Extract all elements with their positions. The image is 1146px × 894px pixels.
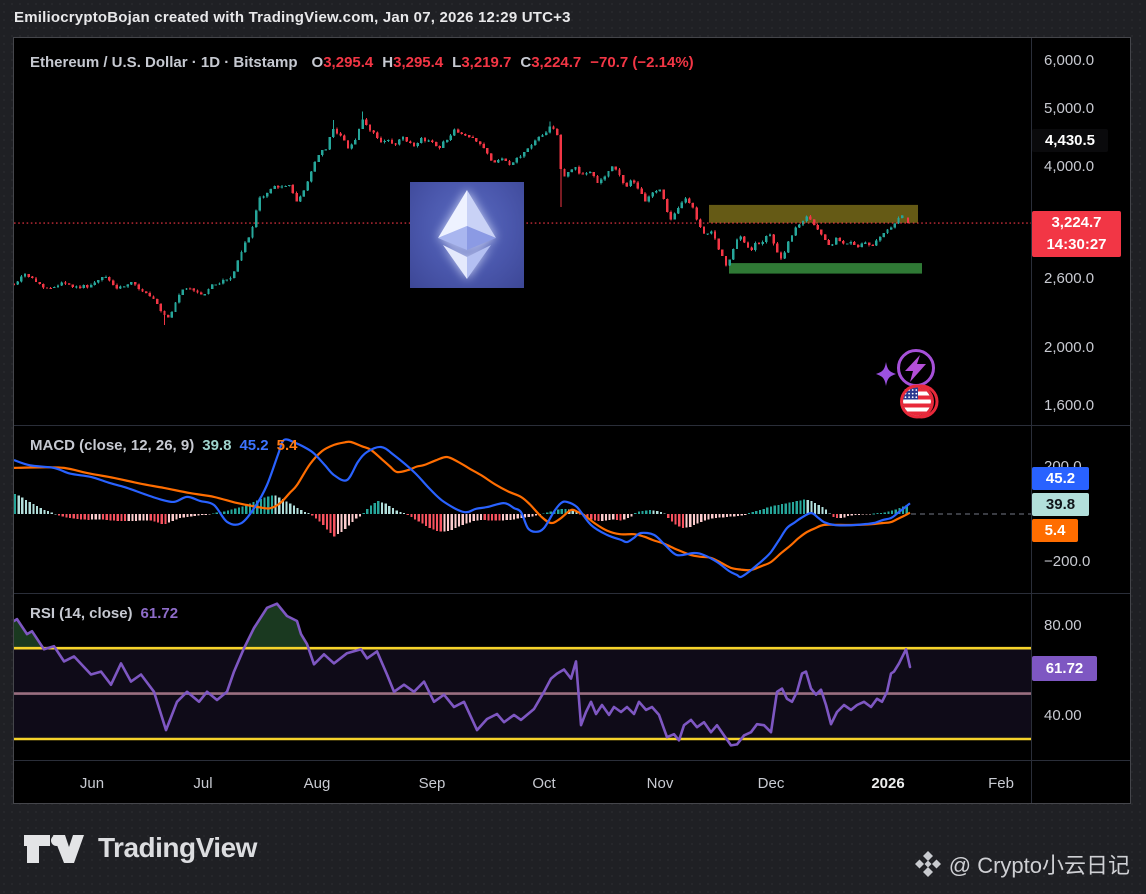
tradingview-logo[interactable]: TradingView xyxy=(24,832,257,864)
binance-diamond-icon xyxy=(914,851,941,877)
time-tick-label: Jul xyxy=(193,775,213,792)
attribution-bar: EmiliocryptoBojan created with TradingVi… xyxy=(0,0,1146,38)
ethereum-diamond-icon xyxy=(438,190,496,279)
attribution-text: EmiliocryptoBojan created with TradingVi… xyxy=(14,9,571,26)
high-price-label: 4,430.5 xyxy=(1032,129,1108,152)
chart-widget: Ethereum / U.S. Dollar · 1D · Bitstamp O… xyxy=(13,37,1131,804)
price-tick-label: 4,000.0 xyxy=(1044,158,1095,175)
rsi-line xyxy=(14,602,912,747)
macd-line xyxy=(14,438,911,579)
time-tick-label: Feb xyxy=(988,775,1014,792)
last-price-badge: 3,224.7 14:30:27 xyxy=(1032,211,1121,257)
credit-text: @ Crypto小云日记 xyxy=(948,853,1130,878)
last-price: 3,224.7 xyxy=(1051,214,1102,231)
author-credit: @ Crypto小云日记 xyxy=(914,848,1130,880)
macd-histogram xyxy=(14,494,908,537)
time-tick-label: Aug xyxy=(303,775,331,792)
bar-countdown: 14:30:27 xyxy=(1046,236,1107,253)
macd-signal-badge: 5.4 xyxy=(1032,519,1078,542)
price-tick-label: 2,600.0 xyxy=(1044,270,1095,288)
time-tick-label: Dec xyxy=(757,775,785,792)
chart-canvas[interactable] xyxy=(14,38,1130,803)
candles xyxy=(14,111,910,326)
rsi-tick-label: 80.00 xyxy=(1044,616,1082,634)
macd-line-badge: 45.2 xyxy=(1032,467,1089,490)
time-tick-label: 2026 xyxy=(871,775,905,792)
time-tick-label: Jun xyxy=(79,775,105,792)
supply-zone-box[interactable] xyxy=(709,204,918,223)
demand-zone-box[interactable] xyxy=(729,263,922,274)
price-tick-label: 6,000.0 xyxy=(1044,52,1095,70)
us-flag-sticker-icon[interactable] xyxy=(900,384,939,419)
price-tick-label: 5,000.0 xyxy=(1044,99,1095,117)
tradingview-mark-icon xyxy=(24,835,84,863)
macd-hist-badge: 39.8 xyxy=(1032,493,1089,516)
tradingview-wordmark: TradingView xyxy=(98,832,257,863)
lightning-sticker-icon[interactable] xyxy=(876,349,935,387)
macd-signal-line xyxy=(14,440,911,572)
rsi-badge: 61.72 xyxy=(1032,656,1097,681)
price-tick-label: 1,600.0 xyxy=(1044,396,1095,414)
ethereum-logo-sticker[interactable] xyxy=(410,182,524,288)
macd-tick-label: −200.0 xyxy=(1044,552,1091,570)
rsi-tick-label: 40.00 xyxy=(1044,707,1082,725)
price-tick-label: 2,000.0 xyxy=(1044,338,1095,356)
time-tick-label: Sep xyxy=(418,775,446,792)
time-tick-label: Oct xyxy=(532,775,556,792)
time-tick-label: Nov xyxy=(646,775,674,792)
